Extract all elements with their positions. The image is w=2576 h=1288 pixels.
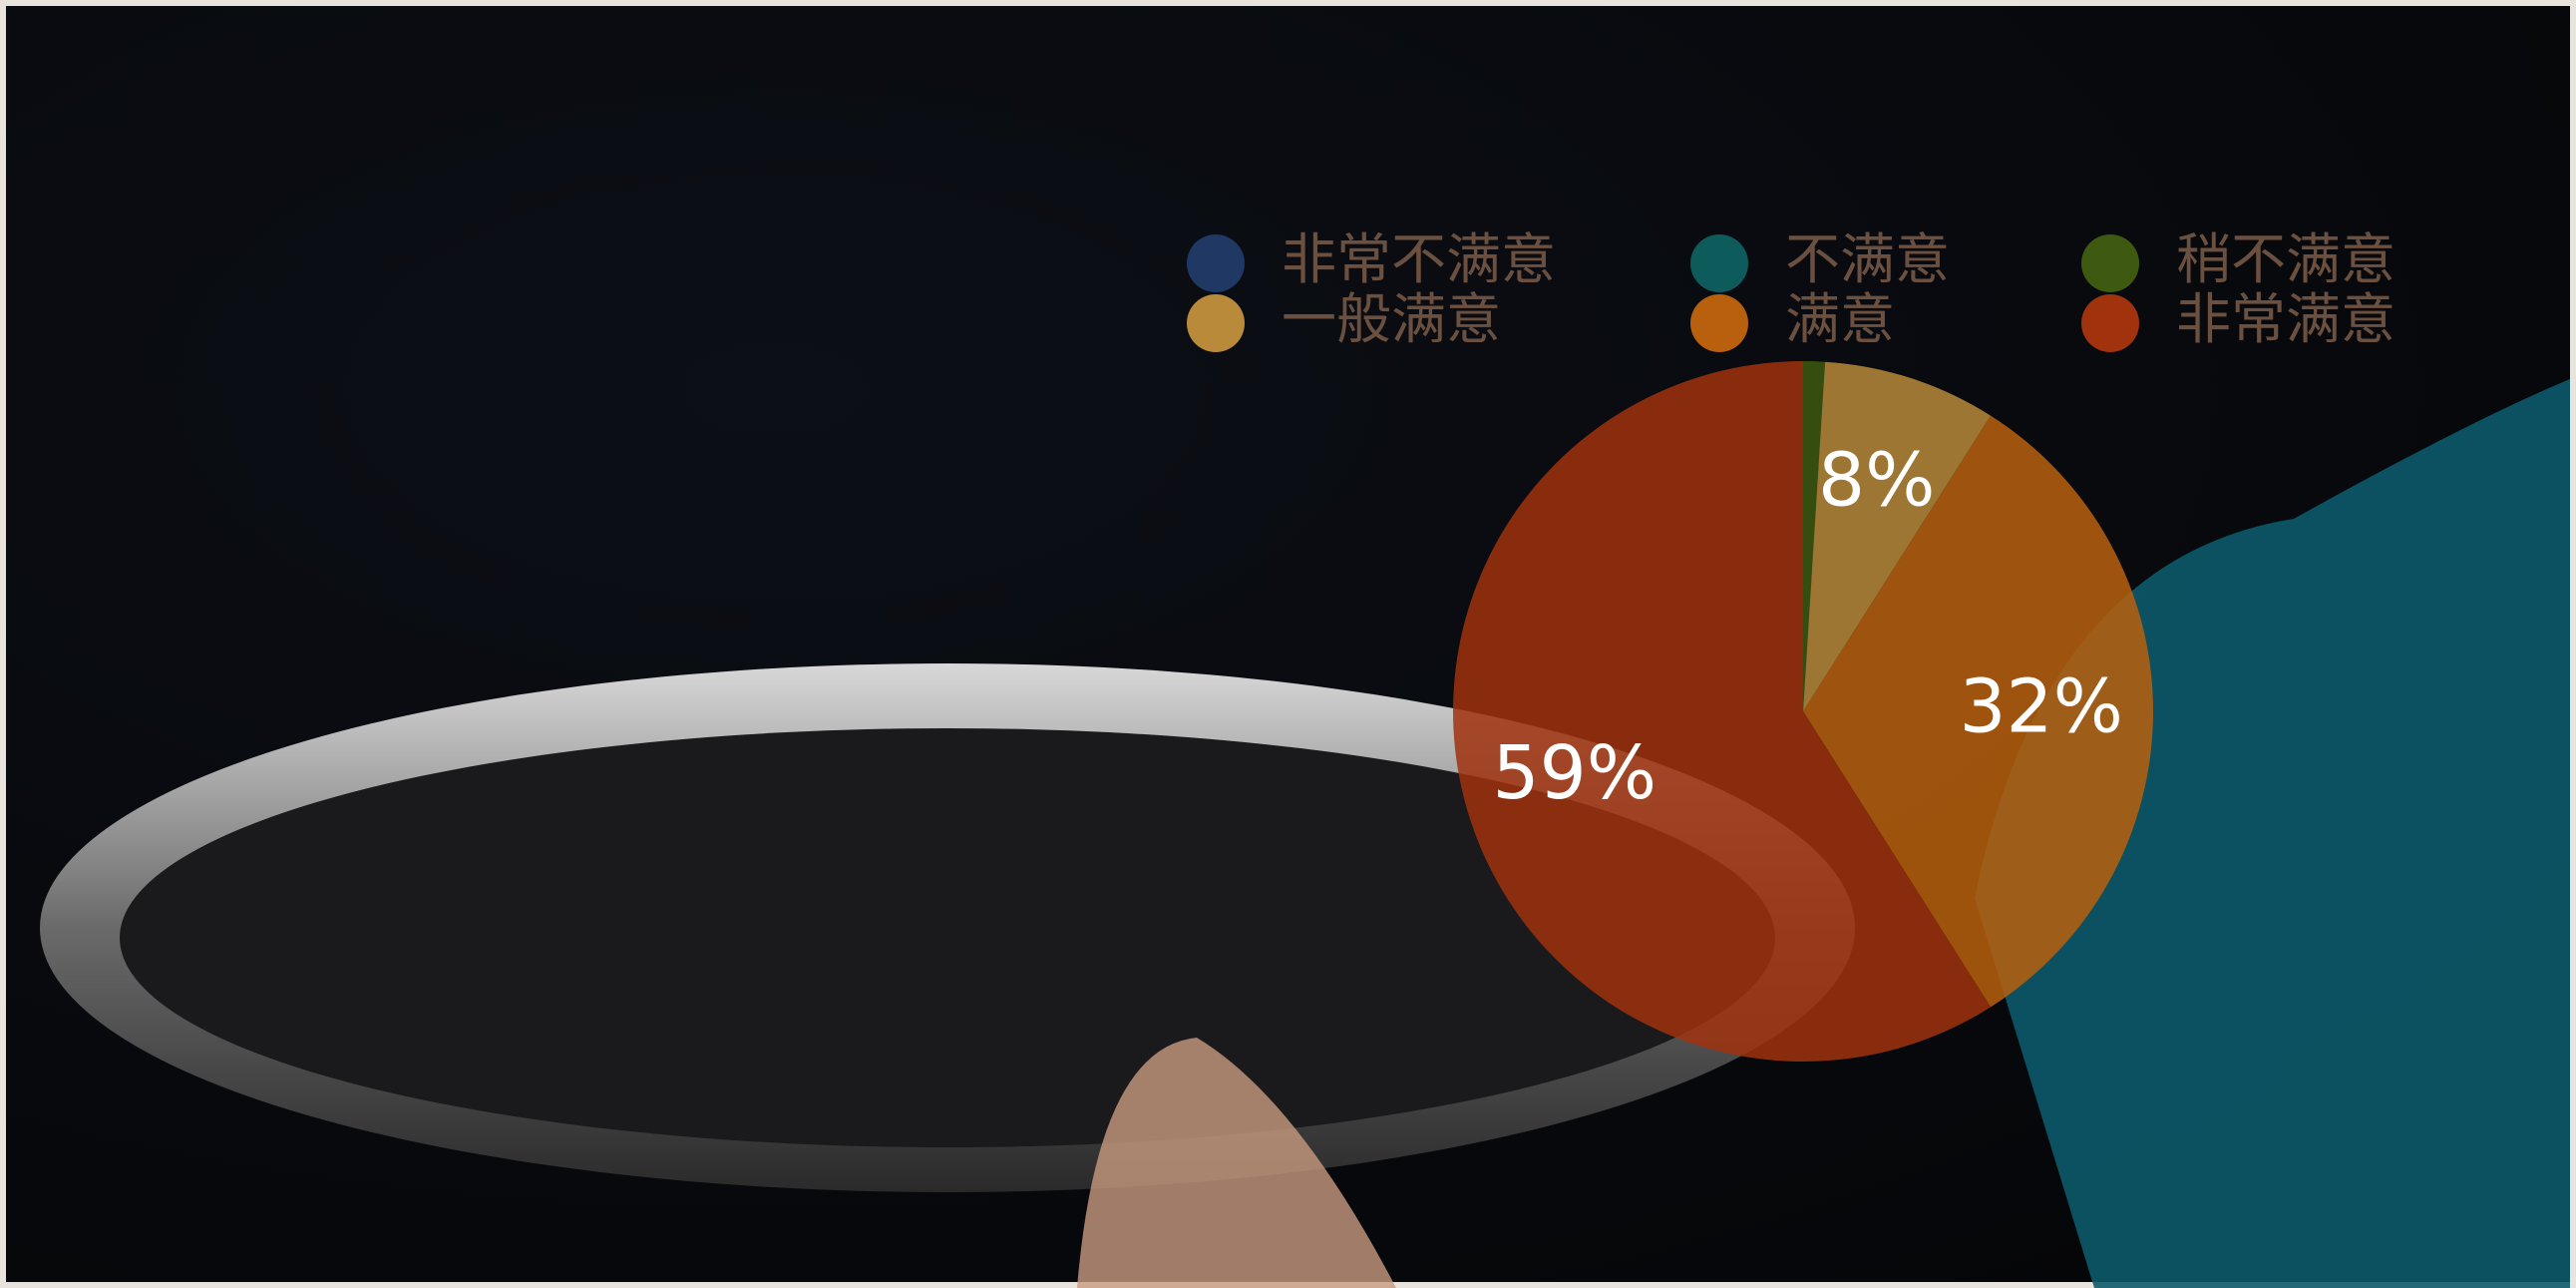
pie-slice <box>1803 361 1992 711</box>
background-tray-inner <box>120 728 1775 1147</box>
legend-swatch <box>1690 234 1748 292</box>
legend-swatch <box>2081 294 2139 352</box>
legend-swatch <box>1187 234 1245 292</box>
legend-label: 满意 <box>1785 287 1895 351</box>
pie-slice <box>1803 361 1826 711</box>
legend-label: 不满意 <box>1785 227 1950 291</box>
pie-slice <box>1803 415 2154 1008</box>
background-hand <box>1077 1038 1396 1288</box>
value-label: 32% <box>1959 664 2122 750</box>
pie <box>1453 361 2154 1062</box>
legend-label: 非常满意 <box>2176 287 2395 351</box>
value-label: 59% <box>1493 730 1656 816</box>
value-label: 8% <box>1818 438 1935 524</box>
legend-swatch <box>1690 294 1748 352</box>
legend-swatch <box>2081 234 2139 292</box>
pie-slice <box>1453 361 1992 1062</box>
legend-label: 稍不满意 <box>2176 227 2395 291</box>
legend-swatch <box>1187 294 1245 352</box>
legend-label: 一般满意 <box>1282 287 1501 351</box>
legend-label: 非常不满意 <box>1282 227 1556 291</box>
